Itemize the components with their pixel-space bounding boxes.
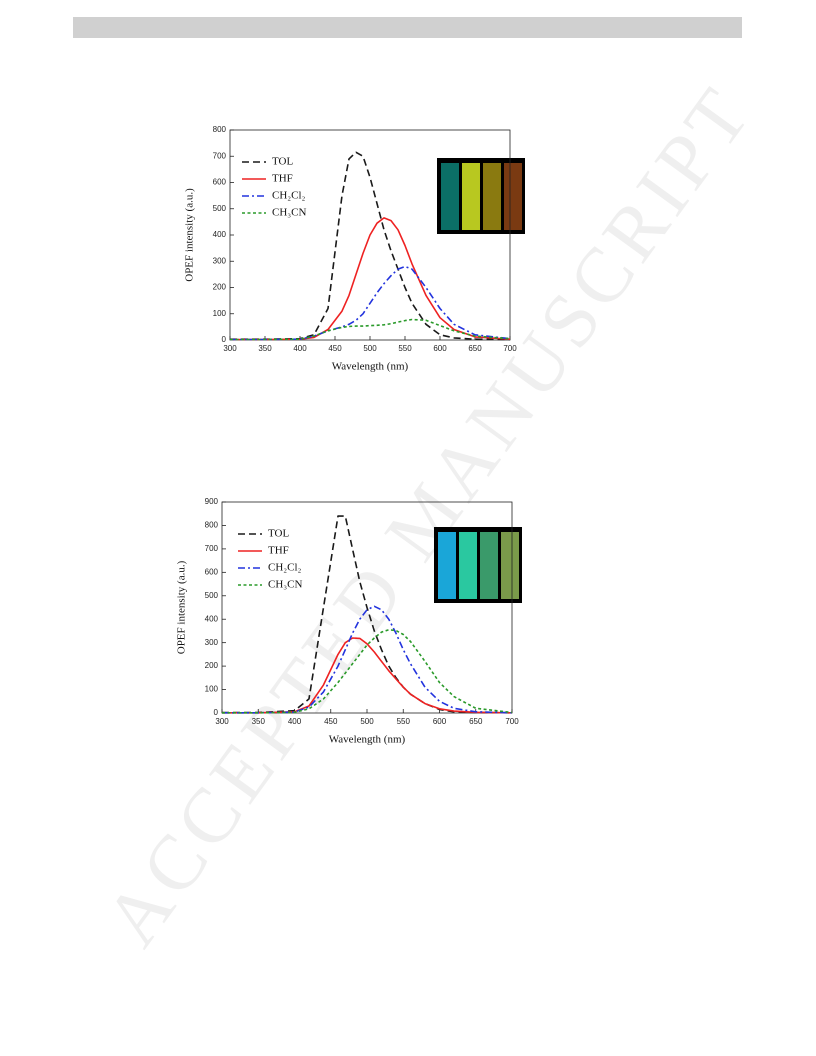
series-line bbox=[230, 151, 511, 341]
x-tick-label: 550 bbox=[398, 344, 412, 353]
y-tick-label: 400 bbox=[213, 230, 227, 239]
vial-photo bbox=[437, 158, 525, 234]
x-tick-label: 650 bbox=[468, 344, 482, 353]
vial-photo bbox=[434, 527, 522, 603]
legend-label: CH₂Cl₂ bbox=[268, 562, 302, 574]
x-axis-label: Wavelength (nm) bbox=[332, 361, 409, 373]
x-tick-label: 500 bbox=[363, 344, 377, 353]
chart: 0 100 200 300 400 500 600 700 800 300 350 400 450 500… bbox=[184, 125, 518, 372]
y-tick-label: 0 bbox=[222, 335, 227, 344]
y-tick-label: 800 bbox=[213, 125, 227, 134]
y-tick-label: 600 bbox=[213, 178, 227, 187]
x-axis-label: Wavelength (nm) bbox=[329, 734, 406, 746]
y-tick-label: 300 bbox=[205, 638, 219, 647]
series-line bbox=[230, 265, 511, 341]
legend-label: TOL bbox=[268, 528, 289, 540]
y-tick-label: 900 bbox=[205, 497, 219, 506]
chart: 0 100 200 300 400 500 600 700 800 900 300 350 400 450… bbox=[176, 497, 520, 745]
x-tick-label: 600 bbox=[433, 717, 447, 726]
y-tick-label: 600 bbox=[205, 567, 219, 576]
y-tick-label: 100 bbox=[205, 685, 219, 694]
y-axis-label: OPEF intensity (a.u.) bbox=[176, 560, 188, 654]
y-tick-label: 500 bbox=[213, 204, 227, 213]
series-line bbox=[230, 217, 511, 341]
legend-label: CH₃CN bbox=[272, 207, 306, 219]
legend-label: CH₂Cl₂ bbox=[272, 190, 306, 202]
y-tick-label: 400 bbox=[205, 614, 219, 623]
y-tick-label: 700 bbox=[213, 151, 227, 160]
series-line bbox=[230, 318, 511, 341]
y-tick-label: 800 bbox=[205, 521, 219, 530]
y-axis-label: OPEF intensity (a.u.) bbox=[184, 188, 196, 282]
x-tick-label: 300 bbox=[223, 344, 237, 353]
y-tick-label: 100 bbox=[213, 309, 227, 318]
x-tick-label: 550 bbox=[397, 717, 411, 726]
y-tick-label: 700 bbox=[205, 544, 219, 553]
series-line bbox=[222, 605, 513, 714]
legend-label: TOL bbox=[272, 156, 293, 168]
legend-label: THF bbox=[272, 173, 293, 185]
x-tick-label: 450 bbox=[328, 344, 342, 353]
x-tick-label: 400 bbox=[293, 344, 307, 353]
y-tick-label: 200 bbox=[213, 283, 227, 292]
x-tick-label: 350 bbox=[252, 717, 266, 726]
legend-label: CH₃CN bbox=[268, 579, 302, 591]
series-line bbox=[222, 629, 513, 714]
x-tick-label: 400 bbox=[288, 717, 302, 726]
legend-label: THF bbox=[268, 545, 289, 557]
y-tick-label: 300 bbox=[213, 256, 227, 265]
y-tick-label: 500 bbox=[205, 591, 219, 600]
x-tick-label: 300 bbox=[215, 717, 229, 726]
series-line bbox=[222, 637, 513, 714]
y-tick-label: 200 bbox=[205, 661, 219, 670]
x-tick-label: 700 bbox=[505, 717, 519, 726]
series-line bbox=[222, 515, 513, 714]
x-tick-label: 650 bbox=[469, 717, 483, 726]
x-tick-label: 700 bbox=[503, 344, 517, 353]
x-tick-label: 600 bbox=[433, 344, 447, 353]
y-tick-label: 0 bbox=[214, 708, 219, 717]
header-bar bbox=[73, 17, 742, 38]
x-tick-label: 450 bbox=[324, 717, 338, 726]
x-tick-label: 350 bbox=[258, 344, 272, 353]
x-tick-label: 500 bbox=[360, 717, 374, 726]
